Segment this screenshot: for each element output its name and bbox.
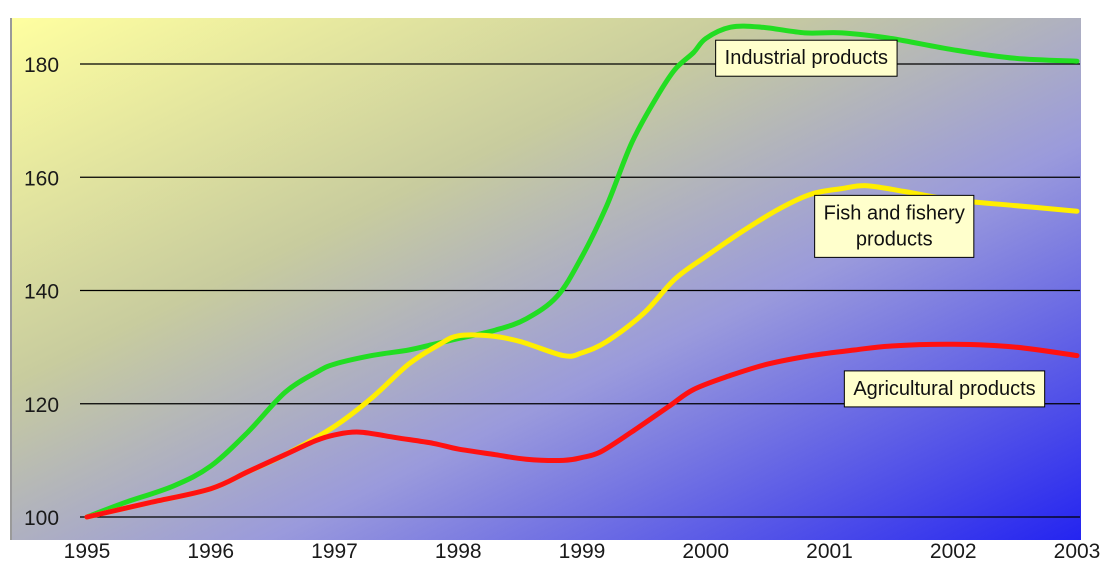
annotation-box bbox=[843, 370, 1046, 408]
series-lines bbox=[84, 23, 1080, 520]
x-tick-label: 2002 bbox=[930, 540, 977, 563]
x-tick-label: 1999 bbox=[559, 540, 606, 563]
x-tick-label: 1995 bbox=[64, 540, 111, 563]
annotation-agricultural-products: Agricultural products bbox=[843, 370, 1046, 408]
left-border bbox=[10, 18, 12, 540]
x-tick-label: 1997 bbox=[311, 540, 358, 563]
y-tick-labels: 100 120 140 160 180 bbox=[24, 54, 59, 530]
plot-background bbox=[10, 18, 1081, 540]
y-tick-label: 140 bbox=[24, 281, 59, 304]
series-line-agricultural-products bbox=[84, 341, 1080, 520]
annotation-box bbox=[814, 194, 975, 258]
y-tick-label: 160 bbox=[24, 167, 59, 190]
y-tick-label: 100 bbox=[24, 507, 59, 530]
y-tick-label: 120 bbox=[24, 394, 59, 417]
x-tick-label: 1998 bbox=[435, 540, 482, 563]
x-tick-label: 2001 bbox=[806, 540, 853, 563]
x-tick-label: 2003 bbox=[1054, 540, 1101, 563]
annotation-industrial-products: Industrial products bbox=[715, 39, 898, 77]
series-annotations: Industrial products Fish and fishery produ… bbox=[715, 39, 1046, 408]
top-strip bbox=[0, 0, 1101, 18]
series-line-industrial-products bbox=[84, 23, 1080, 520]
annotation-box bbox=[715, 39, 898, 77]
annotation-text: products bbox=[856, 228, 933, 250]
y-tick-label: 180 bbox=[24, 54, 59, 77]
x-tick-labels: 1995 1996 1997 1998 1999 2000 2001 2002 2003 bbox=[64, 540, 1101, 563]
x-tick-label: 1996 bbox=[187, 540, 234, 563]
annotation-fish-and-fishery-products: Fish and fishery products bbox=[814, 194, 975, 258]
x-tick-label: 2000 bbox=[682, 540, 729, 563]
gridlines bbox=[80, 63, 1080, 518]
annotation-text: Industrial products bbox=[725, 47, 888, 69]
annotation-text: Fish and fishery bbox=[824, 202, 965, 224]
annotation-text: Agricultural products bbox=[853, 378, 1035, 400]
